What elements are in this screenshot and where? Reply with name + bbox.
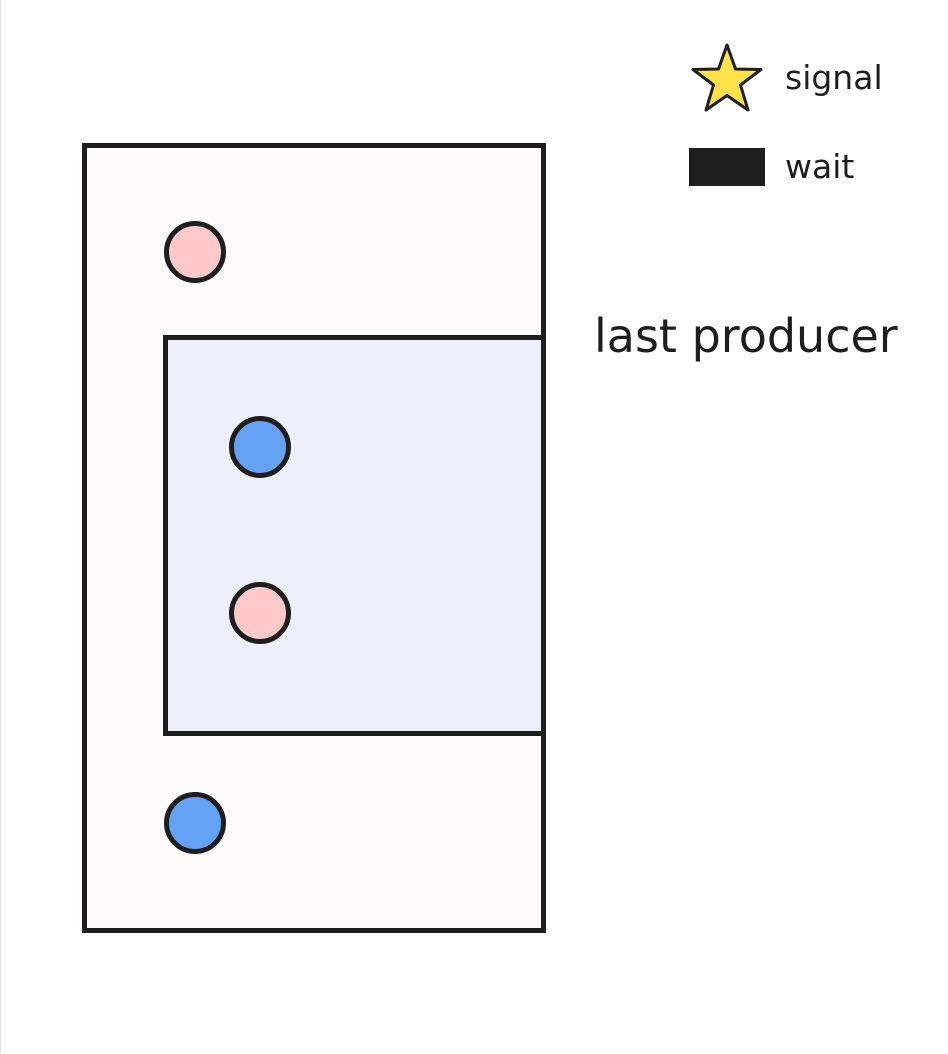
blue-node [164,792,226,854]
star-icon [691,43,763,112]
filled-rectangle-icon [689,148,765,186]
legend-label-wait: wait [785,147,855,186]
last-producer-label: last producer [594,309,898,363]
canvas-edge [0,0,1,1054]
blue-node [229,416,291,478]
legend-label-signal: signal [785,58,883,97]
pink-node [164,221,226,283]
inner-region-last-producer [163,335,546,736]
pink-node [229,582,291,644]
